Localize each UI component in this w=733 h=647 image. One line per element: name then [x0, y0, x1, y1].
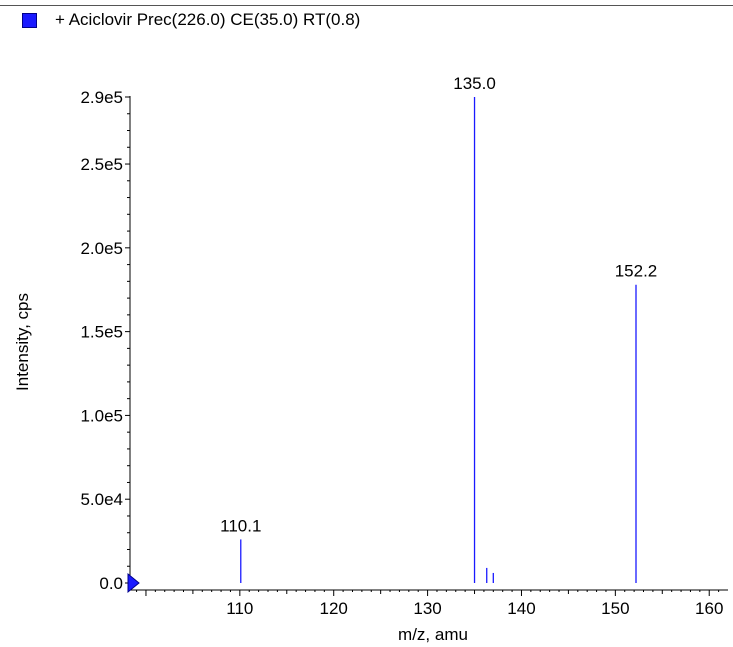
x-tick-label: 110: [226, 599, 253, 618]
peak-label: 110.1: [220, 516, 261, 535]
y-axis-title: Intensity, cps: [13, 293, 32, 391]
baseline-marker-icon: [127, 572, 140, 594]
x-tick-label: 120: [320, 599, 348, 618]
legend: + Aciclovir Prec(226.0) CE(35.0) RT(0.8): [22, 10, 360, 30]
x-tick-label: 160: [695, 599, 723, 618]
x-tick-label: 150: [601, 599, 629, 618]
y-tick-label: 2.9e5: [80, 88, 123, 107]
top-border-line: [0, 5, 733, 6]
y-tick-label: 1.5e5: [80, 323, 123, 342]
y-tick-label: 5.0e4: [80, 490, 123, 509]
x-tick-label: 140: [507, 599, 535, 618]
x-tick-label: 130: [413, 599, 441, 618]
y-tick-label: 2.0e5: [80, 239, 123, 258]
x-axis-title: m/z, amu: [398, 625, 468, 644]
legend-label: + Aciclovir Prec(226.0) CE(35.0) RT(0.8): [55, 10, 361, 29]
peak-label: 135.0: [453, 74, 496, 93]
y-tick-label: 1.0e5: [80, 406, 123, 425]
y-tick-label: 0.0: [99, 574, 123, 593]
peak-label: 152.2: [615, 262, 658, 281]
legend-swatch: [22, 12, 37, 28]
y-tick-label: 2.5e5: [80, 155, 123, 174]
